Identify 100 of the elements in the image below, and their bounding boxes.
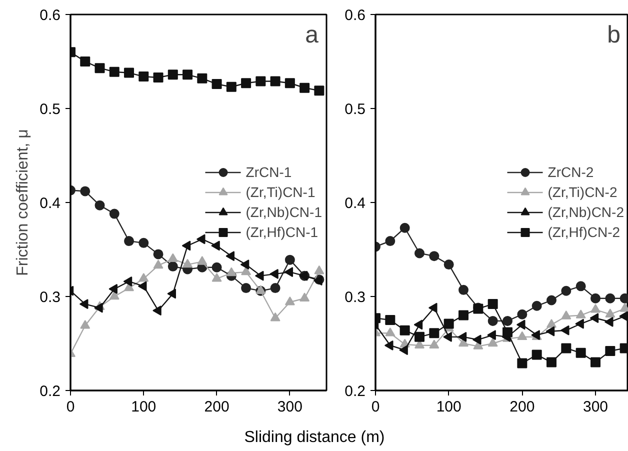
point: [517, 358, 528, 368]
annotation: a: [305, 22, 320, 48]
point: [546, 295, 556, 306]
point: [182, 258, 193, 268]
point: [414, 248, 424, 258]
point: [196, 234, 206, 244]
point: [384, 340, 394, 350]
point: [167, 288, 176, 299]
point: [605, 308, 616, 318]
point: [429, 340, 440, 348]
point: [284, 78, 295, 88]
point: [517, 331, 528, 340]
x-tick-label: 300: [582, 398, 608, 416]
point: [241, 266, 252, 276]
point: [385, 236, 396, 246]
x-tick-label: 100: [131, 398, 156, 416]
point: [270, 76, 280, 86]
y-tick-label: 0.5: [344, 101, 366, 118]
point: [560, 325, 570, 336]
point: [314, 265, 324, 274]
point: [168, 70, 178, 80]
y-tick-label: 0.2: [40, 383, 61, 400]
point: [138, 272, 149, 282]
point: [109, 66, 120, 77]
point: [590, 304, 600, 313]
point: [254, 270, 264, 281]
point: [590, 293, 600, 304]
point: [240, 260, 250, 270]
point: [472, 334, 482, 345]
point: [226, 82, 236, 92]
point: [212, 272, 222, 282]
point: [300, 292, 310, 302]
point: [428, 302, 438, 313]
point: [604, 316, 614, 327]
point: [532, 350, 542, 360]
point: [488, 338, 498, 347]
point: [284, 254, 295, 265]
point: [575, 318, 584, 329]
point: [241, 283, 252, 294]
point: [444, 260, 454, 270]
y-axis-title: Friction coefficient, μ: [14, 129, 32, 276]
point: [168, 253, 178, 262]
point: [256, 76, 266, 86]
point: [487, 330, 496, 340]
point: [284, 267, 294, 278]
legend-label: ZrCN-1: [246, 164, 292, 180]
point: [241, 78, 252, 88]
point: [576, 281, 586, 292]
point: [561, 286, 572, 296]
point: [400, 222, 410, 233]
point: [300, 82, 310, 93]
point: [80, 186, 90, 196]
point: [138, 281, 147, 292]
y-tick-label: 0.2: [344, 383, 366, 400]
x-tick-label: 300: [277, 398, 302, 416]
point: [488, 316, 498, 326]
point: [561, 310, 572, 320]
point: [108, 284, 118, 294]
point: [605, 293, 616, 304]
point: [80, 56, 90, 66]
point: [80, 320, 90, 329]
point: [385, 315, 396, 325]
point: [458, 310, 468, 320]
point: [211, 240, 220, 251]
point: [182, 70, 193, 80]
point: [153, 72, 164, 82]
point: [443, 332, 452, 342]
point: [605, 346, 616, 356]
point: [94, 302, 103, 313]
point: [576, 310, 586, 318]
point: [400, 325, 410, 336]
annotation: b: [607, 22, 621, 48]
point: [590, 357, 600, 368]
point: [546, 319, 556, 328]
legend-label: (Zr,Ti)CN-1: [246, 184, 316, 200]
point: [385, 327, 396, 336]
point: [138, 238, 149, 248]
point: [414, 332, 424, 342]
point: [79, 299, 88, 310]
x-tick-label: 0: [66, 398, 75, 416]
point: [197, 256, 208, 265]
legend-label: (Zr,Hf)CN-2: [548, 224, 620, 240]
legend-label: (Zr,Hf)CN-1: [246, 224, 318, 240]
point: [429, 328, 440, 338]
point: [429, 251, 440, 262]
point: [444, 318, 454, 329]
point: [458, 332, 467, 342]
point: [109, 208, 120, 219]
point: [590, 313, 599, 324]
y-tick-label: 0.6: [40, 7, 61, 24]
x-axis-title: Sliding distance (m): [244, 428, 385, 446]
x-tick-label: 200: [204, 398, 230, 416]
point: [488, 299, 498, 310]
y-tick-label: 0.4: [344, 195, 366, 212]
point: [212, 262, 222, 272]
point: [153, 260, 164, 269]
point: [458, 284, 468, 295]
point: [619, 311, 628, 322]
point: [414, 320, 423, 330]
point: [399, 345, 408, 356]
